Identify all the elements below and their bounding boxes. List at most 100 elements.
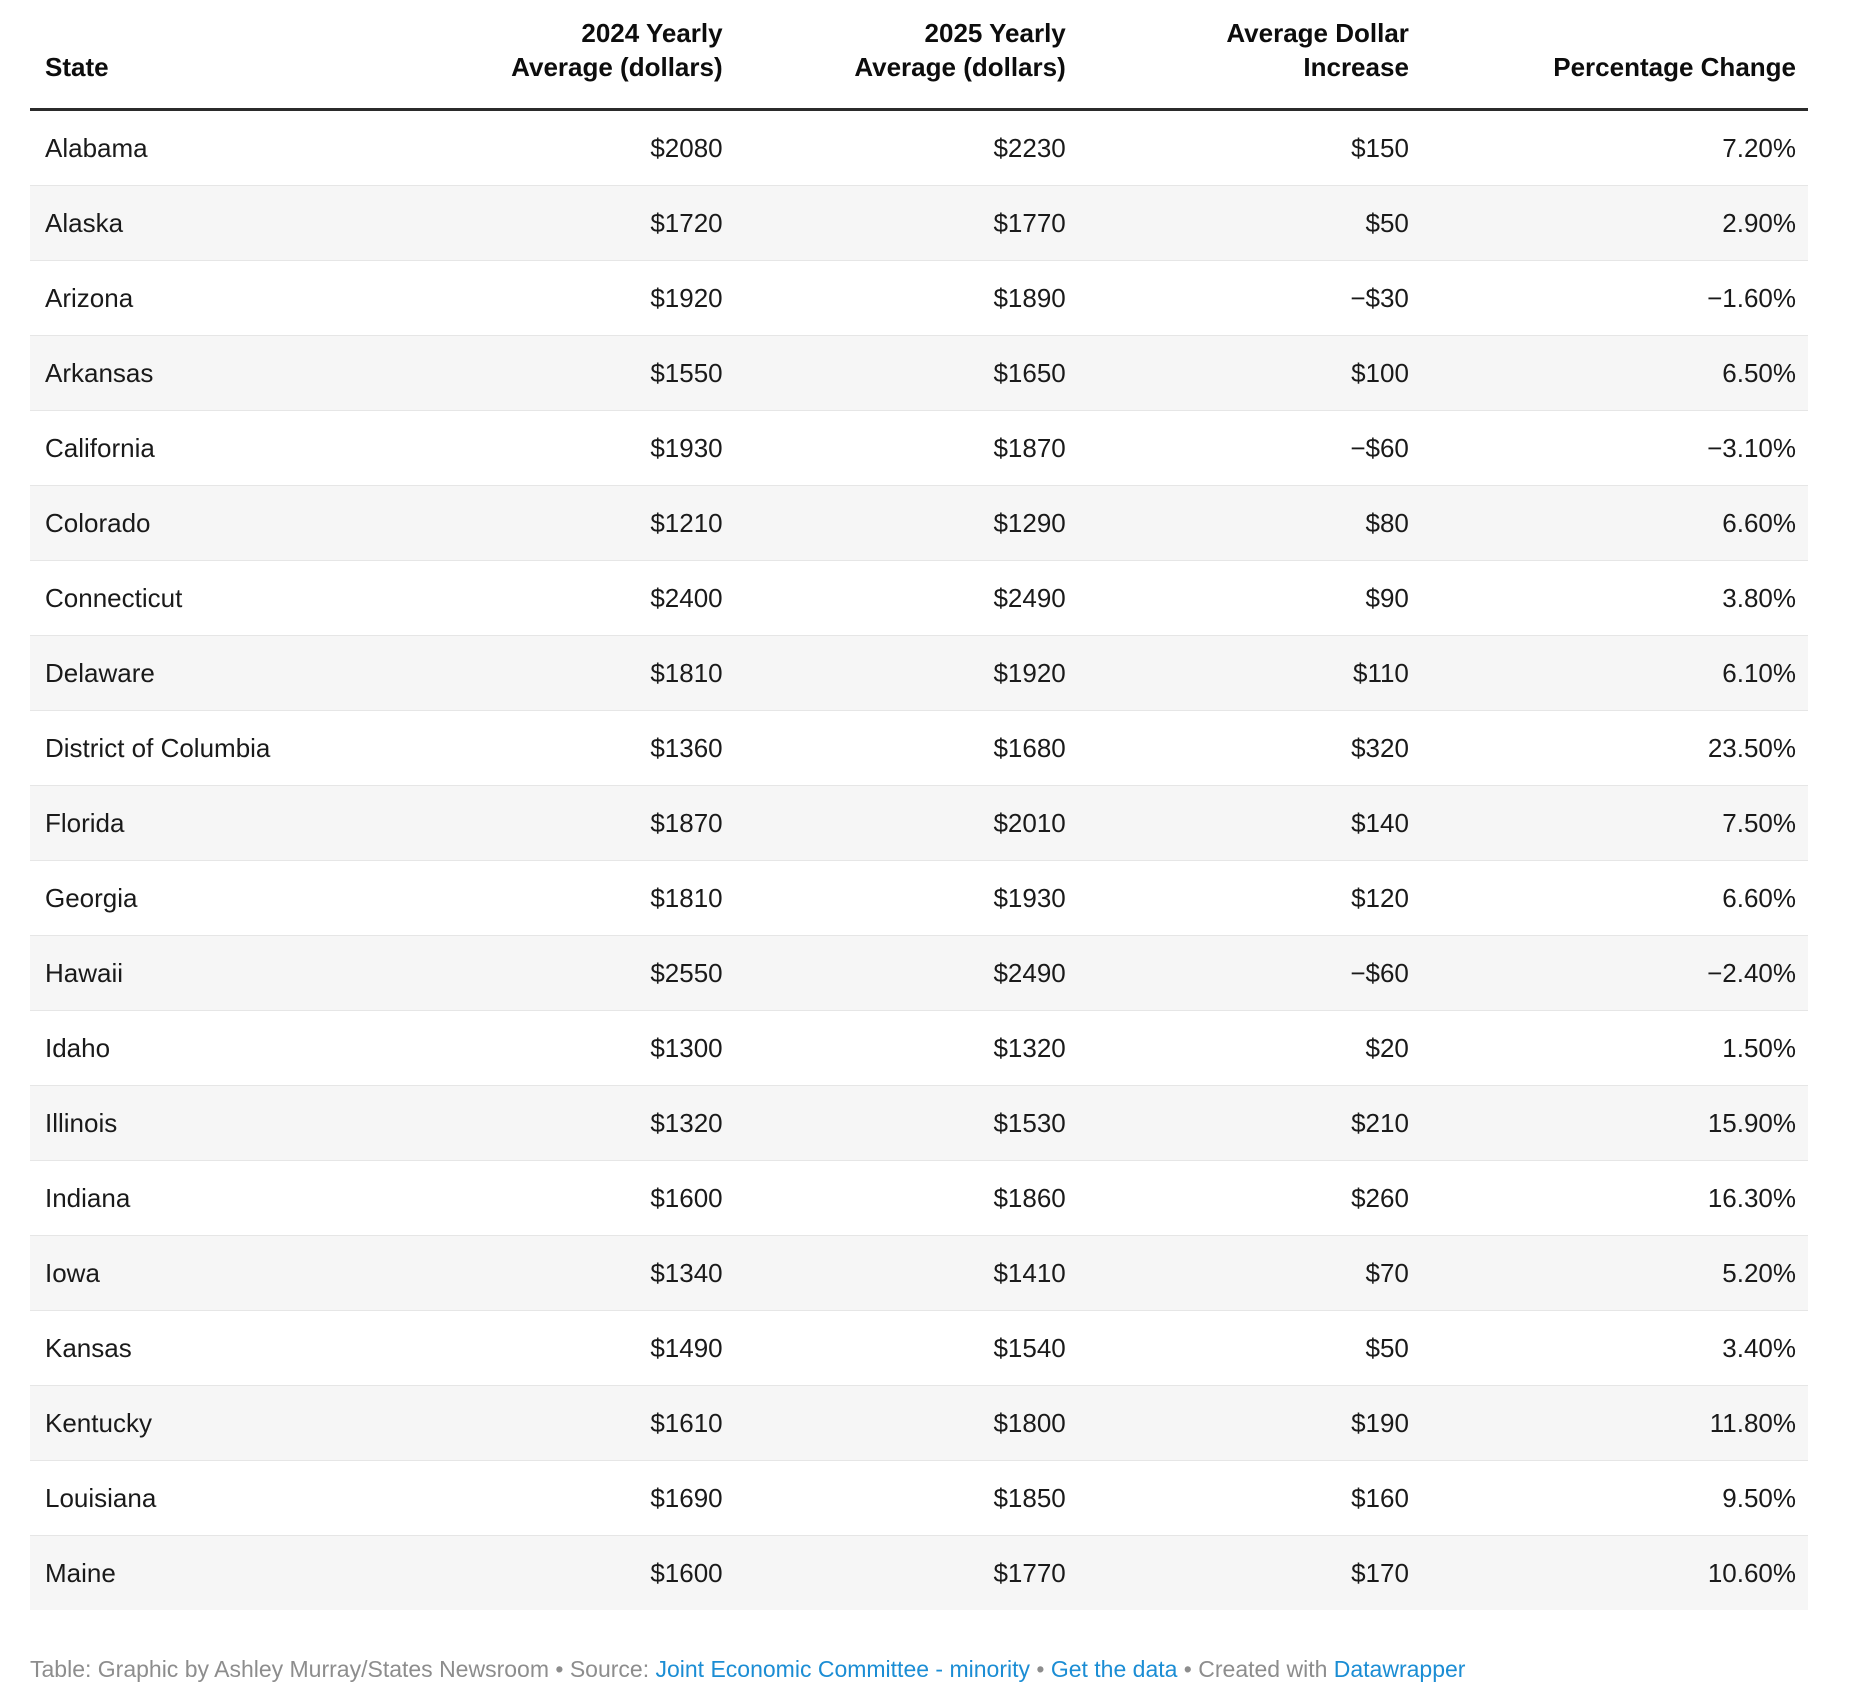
table-row: Hawaii $2550 $2490 −$60 −2.40% [30, 935, 1808, 1011]
cell-dollar-increase: $80 [1365, 508, 1409, 538]
cell-dollar-increase: −$30 [1350, 283, 1409, 313]
cell-state: Georgia [45, 883, 138, 913]
cell-state: Maine [45, 1558, 116, 1588]
table-row: California $1930 $1870 −$60 −3.10% [30, 410, 1808, 486]
cell-state: Indiana [45, 1183, 131, 1213]
cell-dollar-increase: −$60 [1350, 433, 1409, 463]
cell-dollar-increase: $110 [1352, 658, 1409, 688]
footer-text: • Created with [1177, 1656, 1334, 1682]
table-row: Idaho $1300 $1320 $20 1.50% [30, 1010, 1808, 1086]
cell-dollar-increase: $320 [1351, 733, 1409, 763]
cell-2025-average: $1800 [993, 1408, 1066, 1438]
cell-dollar-increase: $50 [1365, 208, 1409, 238]
cell-state: Illinois [45, 1108, 118, 1138]
cell-percentage-change: 1.50% [1722, 1033, 1796, 1063]
footer-text: • [1029, 1656, 1051, 1682]
cell-2025-average: $1290 [993, 508, 1066, 538]
cell-dollar-increase: $160 [1351, 1483, 1409, 1513]
footer-link-joint-economic-committee[interactable]: Joint Economic Committee - minority [655, 1656, 1030, 1682]
cell-2025-average: $2230 [993, 133, 1066, 163]
cell-2025-average: $1860 [993, 1183, 1066, 1213]
cell-2025-average: $1540 [993, 1333, 1066, 1363]
cell-2025-average: $1930 [993, 883, 1066, 913]
cell-2024-average: $2400 [650, 583, 723, 613]
cell-2025-average: $1680 [993, 733, 1066, 763]
cell-dollar-increase: −$60 [1350, 958, 1409, 988]
table-row: Alaska $1720 $1770 $50 2.90% [30, 185, 1808, 261]
cell-2024-average: $1490 [650, 1333, 723, 1363]
cell-percentage-change: 2.90% [1722, 208, 1796, 238]
cell-state: Colorado [45, 508, 151, 538]
cell-2024-average: $1550 [650, 358, 723, 388]
table-row: Arizona $1920 $1890 −$30 −1.60% [30, 260, 1808, 336]
cell-2024-average: $1690 [650, 1483, 723, 1513]
cell-2024-average: $1920 [650, 283, 723, 313]
footer-text: Table: Graphic by Ashley Murray/States N… [30, 1656, 656, 1682]
cell-percentage-change: −3.10% [1707, 433, 1796, 463]
table-row: Iowa $1340 $1410 $70 5.20% [30, 1235, 1808, 1311]
cell-2024-average: $1720 [650, 208, 723, 238]
cell-2025-average: $1890 [993, 283, 1066, 313]
cell-dollar-increase: $100 [1351, 358, 1409, 388]
table-row: Connecticut $2400 $2490 $90 3.80% [30, 560, 1808, 636]
cell-2025-average: $1920 [993, 658, 1066, 688]
cell-percentage-change: 16.30% [1707, 1183, 1796, 1213]
cell-2024-average: $1300 [650, 1033, 723, 1063]
cell-state: Alaska [45, 208, 124, 238]
cell-percentage-change: 7.50% [1722, 808, 1796, 838]
column-header-2: 2025 Yearly Average (dollars) [737, 0, 1081, 111]
cell-2025-average: $2010 [993, 808, 1066, 838]
cell-2024-average: $1810 [650, 658, 723, 688]
table-row: Arkansas $1550 $1650 $100 6.50% [30, 335, 1808, 411]
cell-2025-average: $1410 [993, 1258, 1066, 1288]
cell-2025-average: $1870 [993, 433, 1066, 463]
cell-2025-average: $2490 [993, 583, 1066, 613]
cell-dollar-increase: $70 [1365, 1258, 1409, 1288]
cell-percentage-change: 5.20% [1722, 1258, 1796, 1288]
cell-percentage-change: 9.50% [1722, 1483, 1796, 1513]
cell-dollar-increase: $150 [1351, 133, 1409, 163]
cell-percentage-change: −1.60% [1707, 283, 1796, 313]
column-header-0: State [30, 0, 413, 111]
table-row: Indiana $1600 $1860 $260 16.30% [30, 1160, 1808, 1236]
footer-link-datawrapper[interactable]: Datawrapper [1333, 1656, 1466, 1682]
cell-2024-average: $1600 [650, 1558, 723, 1588]
state-averages-table: State 2024 Yearly Average (dollars) 2025 Y… [30, 0, 1808, 1610]
table-row: Louisiana $1690 $1850 $160 9.50% [30, 1460, 1808, 1536]
cell-state: Iowa [45, 1258, 100, 1288]
table-row: Kentucky $1610 $1800 $190 11.80% [30, 1385, 1808, 1461]
cell-state: Arkansas [45, 358, 154, 388]
state-averages-table-container: State 2024 Yearly Average (dollars) 2025 Y… [30, 0, 1808, 1610]
cell-state: Arizona [45, 283, 134, 313]
cell-dollar-increase: $120 [1351, 883, 1409, 913]
cell-percentage-change: 11.80% [1709, 1408, 1796, 1438]
cell-state: Hawaii [45, 958, 124, 988]
cell-percentage-change: 3.40% [1722, 1333, 1796, 1363]
cell-2025-average: $1650 [993, 358, 1066, 388]
table-row: Maine $1600 $1770 $170 10.60% [30, 1535, 1808, 1610]
cell-state: California [45, 433, 155, 463]
cell-2024-average: $1930 [650, 433, 723, 463]
column-header-4: Percentage Change [1423, 0, 1808, 111]
cell-2024-average: $1610 [650, 1408, 723, 1438]
cell-state: Idaho [45, 1033, 111, 1063]
footer-link-get-the-data[interactable]: Get the data [1050, 1656, 1178, 1682]
cell-2025-average: $1530 [993, 1108, 1066, 1138]
cell-2024-average: $2080 [650, 133, 723, 163]
cell-2025-average: $1850 [993, 1483, 1066, 1513]
cell-state: Delaware [45, 658, 155, 688]
table-row: Colorado $1210 $1290 $80 6.60% [30, 485, 1808, 561]
table-row: District of Columbia $1360 $1680 $320 23.50% [30, 710, 1808, 786]
cell-2024-average: $1870 [650, 808, 723, 838]
cell-state: Florida [45, 808, 125, 838]
cell-2024-average: $1600 [650, 1183, 723, 1213]
cell-percentage-change: 10.60% [1707, 1558, 1796, 1588]
table-row: Kansas $1490 $1540 $50 3.40% [30, 1310, 1808, 1386]
table-row: Florida $1870 $2010 $140 7.50% [30, 785, 1808, 861]
table-row: Delaware $1810 $1920 $110 6.10% [30, 635, 1808, 711]
cell-dollar-increase: $140 [1351, 808, 1409, 838]
table-body: Alabama $2080 $2230 $150 7.20% Alaska $1720 $17… [30, 110, 1808, 1610]
cell-2024-average: $1320 [650, 1108, 723, 1138]
cell-percentage-change: 7.20% [1722, 133, 1796, 163]
table-header-row: State 2024 Yearly Average (dollars) 2025 Y… [30, 0, 1808, 111]
